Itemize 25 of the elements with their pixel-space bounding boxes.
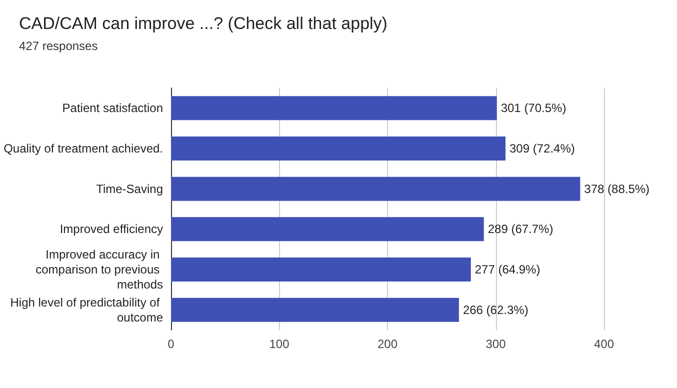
y-tick-label: Quality of treatment achieved. [4, 142, 163, 156]
data-label: 266 (62.3%) [462, 302, 528, 317]
bar [171, 258, 471, 282]
bar [171, 136, 506, 160]
data-label: 378 (88.5%) [584, 182, 650, 196]
chart-title: CAD/CAM can improve ...? (Check all that apply) [19, 14, 388, 33]
data-label: 309 (72.4%) [509, 142, 575, 156]
bar [171, 217, 484, 242]
data-label: 289 (67.7%) [488, 222, 554, 236]
bar [171, 96, 497, 120]
text: 427 responses [19, 39, 98, 53]
y-tick-label: Improved accuracy in comparison to previous methods [36, 248, 163, 292]
data-label: 301 (70.5%) [500, 101, 566, 116]
y-tick-label: High level of predictability of outcome [10, 295, 164, 324]
y-tick-label: Improved efficiency [60, 222, 163, 236]
y-tick-label: Time-Saving [96, 182, 163, 196]
x-tick-label: 0 [168, 337, 175, 351]
data-label: 277 (64.9%) [474, 262, 540, 276]
x-tick-label: 400 [594, 337, 614, 351]
bar [171, 298, 459, 322]
bar [171, 176, 580, 201]
y-tick-label: Patient satisfaction [62, 101, 163, 116]
x-tick-label: 300 [486, 337, 506, 351]
x-tick-label: 100 [269, 337, 290, 351]
x-tick-label: 200 [377, 337, 398, 351]
